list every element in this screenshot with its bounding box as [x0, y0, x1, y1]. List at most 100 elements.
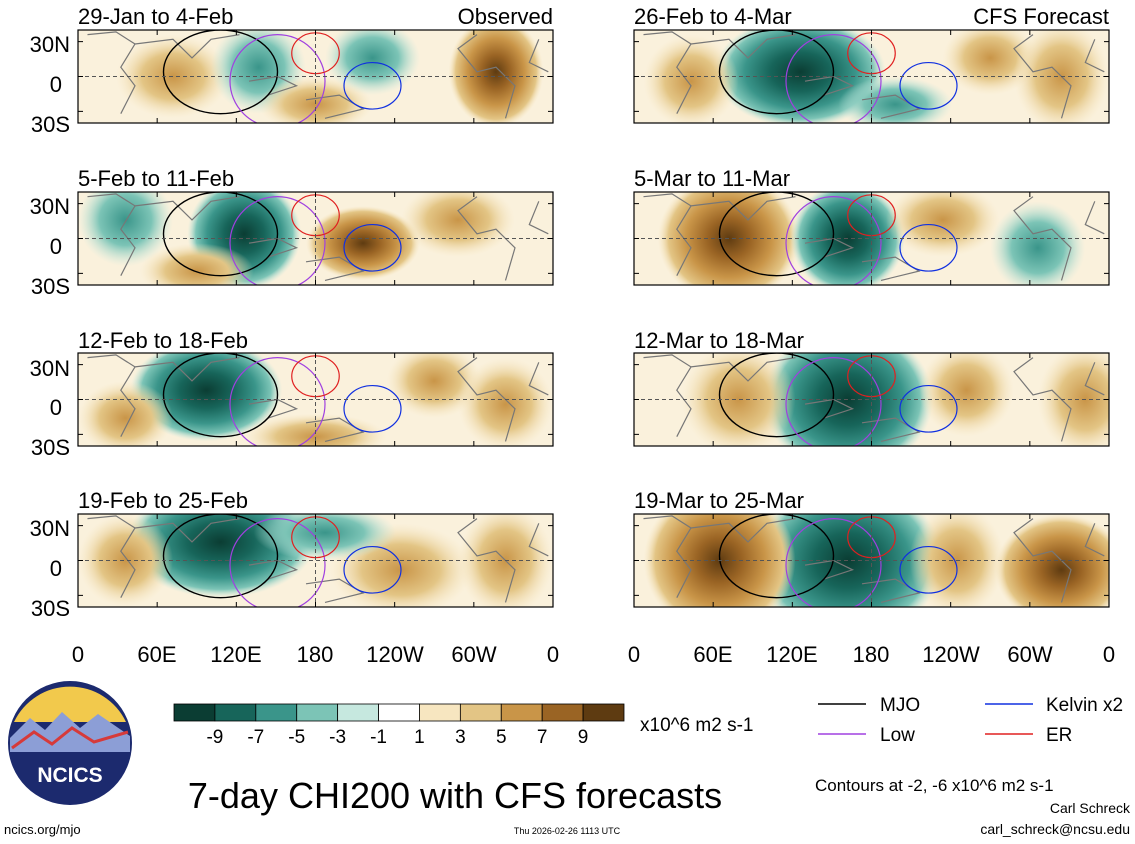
mjo-contour: [162, 514, 279, 599]
panel-title-left-1: 29-Jan to 4-Feb: [78, 4, 233, 29]
ncics-logo: NCICS: [8, 681, 132, 805]
low-contour: [229, 196, 326, 285]
anomaly-blob: [1037, 353, 1109, 446]
colorbar-label: 7: [537, 727, 548, 748]
anomaly-blob: [386, 353, 482, 419]
lat-tick-label: 0: [50, 72, 62, 97]
kelvin-contour: [343, 384, 402, 433]
colorbar-label: -1: [370, 727, 387, 748]
colorbar-label: -7: [247, 727, 264, 748]
lon-tick-label: 120W: [366, 642, 424, 667]
coastline: [804, 559, 855, 580]
lon-tick-label: 120E: [210, 642, 261, 667]
logo-mountains: [10, 712, 130, 752]
lon-tick-label: 60W: [451, 642, 496, 667]
mjo-contour: [162, 30, 279, 115]
anomaly-blob: [838, 76, 953, 123]
legend-label-er: ER: [1046, 725, 1072, 746]
anomaly-blob: [139, 243, 254, 285]
map-panel: [633, 191, 1110, 286]
coastline: [1084, 362, 1105, 396]
coastline: [457, 196, 516, 281]
anomaly-blob: [78, 380, 173, 446]
anomaly-blob: [401, 192, 515, 258]
footer-email: carl_schreck@ncsu.edu: [980, 821, 1130, 837]
map-panel: [633, 513, 1110, 608]
colorbar-label: -9: [206, 727, 223, 748]
colorbar-swatch: [173, 703, 216, 722]
colorbar-swatch: [459, 703, 502, 722]
coastline: [804, 237, 855, 258]
coastline: [87, 31, 136, 114]
map-panel: [77, 513, 554, 608]
low-contour: [229, 34, 326, 123]
anomaly-blob: [885, 192, 1000, 258]
panel-title-right-4: 19-Mar to 25-Mar: [634, 488, 804, 513]
lon-tick-label: 0: [1103, 642, 1115, 667]
low-contour: [229, 518, 326, 607]
coastline: [528, 39, 549, 73]
coastline: [643, 354, 692, 437]
footer-timestamp: Thu 2026-02-26 1113 UTC: [514, 826, 621, 836]
lat-tick-label: 30N: [30, 32, 70, 57]
coastline: [690, 196, 796, 221]
mjo-contour: [718, 30, 835, 115]
coastline: [134, 518, 240, 543]
coastline: [643, 515, 692, 598]
coastline: [1084, 39, 1105, 73]
coastline: [134, 34, 240, 59]
logo-sun: [14, 686, 126, 722]
coastline: [1084, 201, 1105, 235]
figure-title: 7-day CHI200 with CFS forecasts: [188, 775, 722, 816]
kelvin-contour: [899, 223, 958, 272]
legend-label-mjo: MJO: [880, 695, 920, 716]
observed-label: Observed: [458, 4, 553, 29]
coastline: [1084, 523, 1105, 557]
colorbar-swatch: [378, 703, 420, 722]
coastline: [528, 362, 549, 396]
kelvin-contour: [899, 384, 958, 433]
anomaly-blob: [942, 30, 1038, 96]
panel-title-right-2: 5-Mar to 11-Mar: [634, 166, 790, 191]
coastline: [87, 193, 136, 276]
coastline: [134, 357, 240, 382]
anomaly-blob: [681, 353, 796, 446]
kelvin-contour: [899, 545, 958, 594]
colorbar: -9 -7 -5 -3 -1 1 3 5 7 9: [173, 703, 625, 748]
kelvin-contour: [343, 61, 402, 110]
anomaly-blob: [244, 413, 387, 446]
lat-tick-label: 30S: [31, 274, 70, 299]
forecast-label: CFS Forecast: [973, 4, 1109, 29]
lon-tick-label: 180: [297, 642, 334, 667]
anomaly-blob: [995, 514, 1109, 607]
lon-tick-label: 60W: [1007, 642, 1052, 667]
map-panel: [77, 191, 554, 286]
coastline: [248, 75, 299, 96]
legend-label-low: Low: [880, 725, 915, 746]
colorbar-label: -3: [329, 727, 346, 748]
coastline: [690, 518, 796, 543]
map-panel: [77, 352, 554, 447]
coastline: [457, 357, 516, 442]
lon-tick-label: 60E: [693, 642, 732, 667]
colorbar-label: 9: [578, 727, 589, 748]
coastline: [1013, 196, 1072, 281]
anomaly-blob: [643, 34, 739, 123]
colorbar-swatch: [296, 703, 339, 722]
coastline: [87, 515, 136, 598]
colorbar-swatch: [337, 703, 379, 722]
mjo-contour: [718, 192, 835, 277]
anomaly-blob: [253, 514, 397, 561]
lon-tick-label: 0: [628, 642, 640, 667]
coastline: [1013, 518, 1072, 603]
lon-tick-label: 0: [547, 642, 559, 667]
coastline: [87, 354, 136, 437]
coastline: [248, 237, 299, 258]
lon-tick-label: 60E: [137, 642, 176, 667]
colorbar-swatch: [255, 703, 298, 722]
map-panel: [77, 29, 554, 124]
mjo-contour: [162, 192, 279, 277]
coastline: [528, 201, 549, 235]
mjo-contour: [718, 514, 835, 599]
